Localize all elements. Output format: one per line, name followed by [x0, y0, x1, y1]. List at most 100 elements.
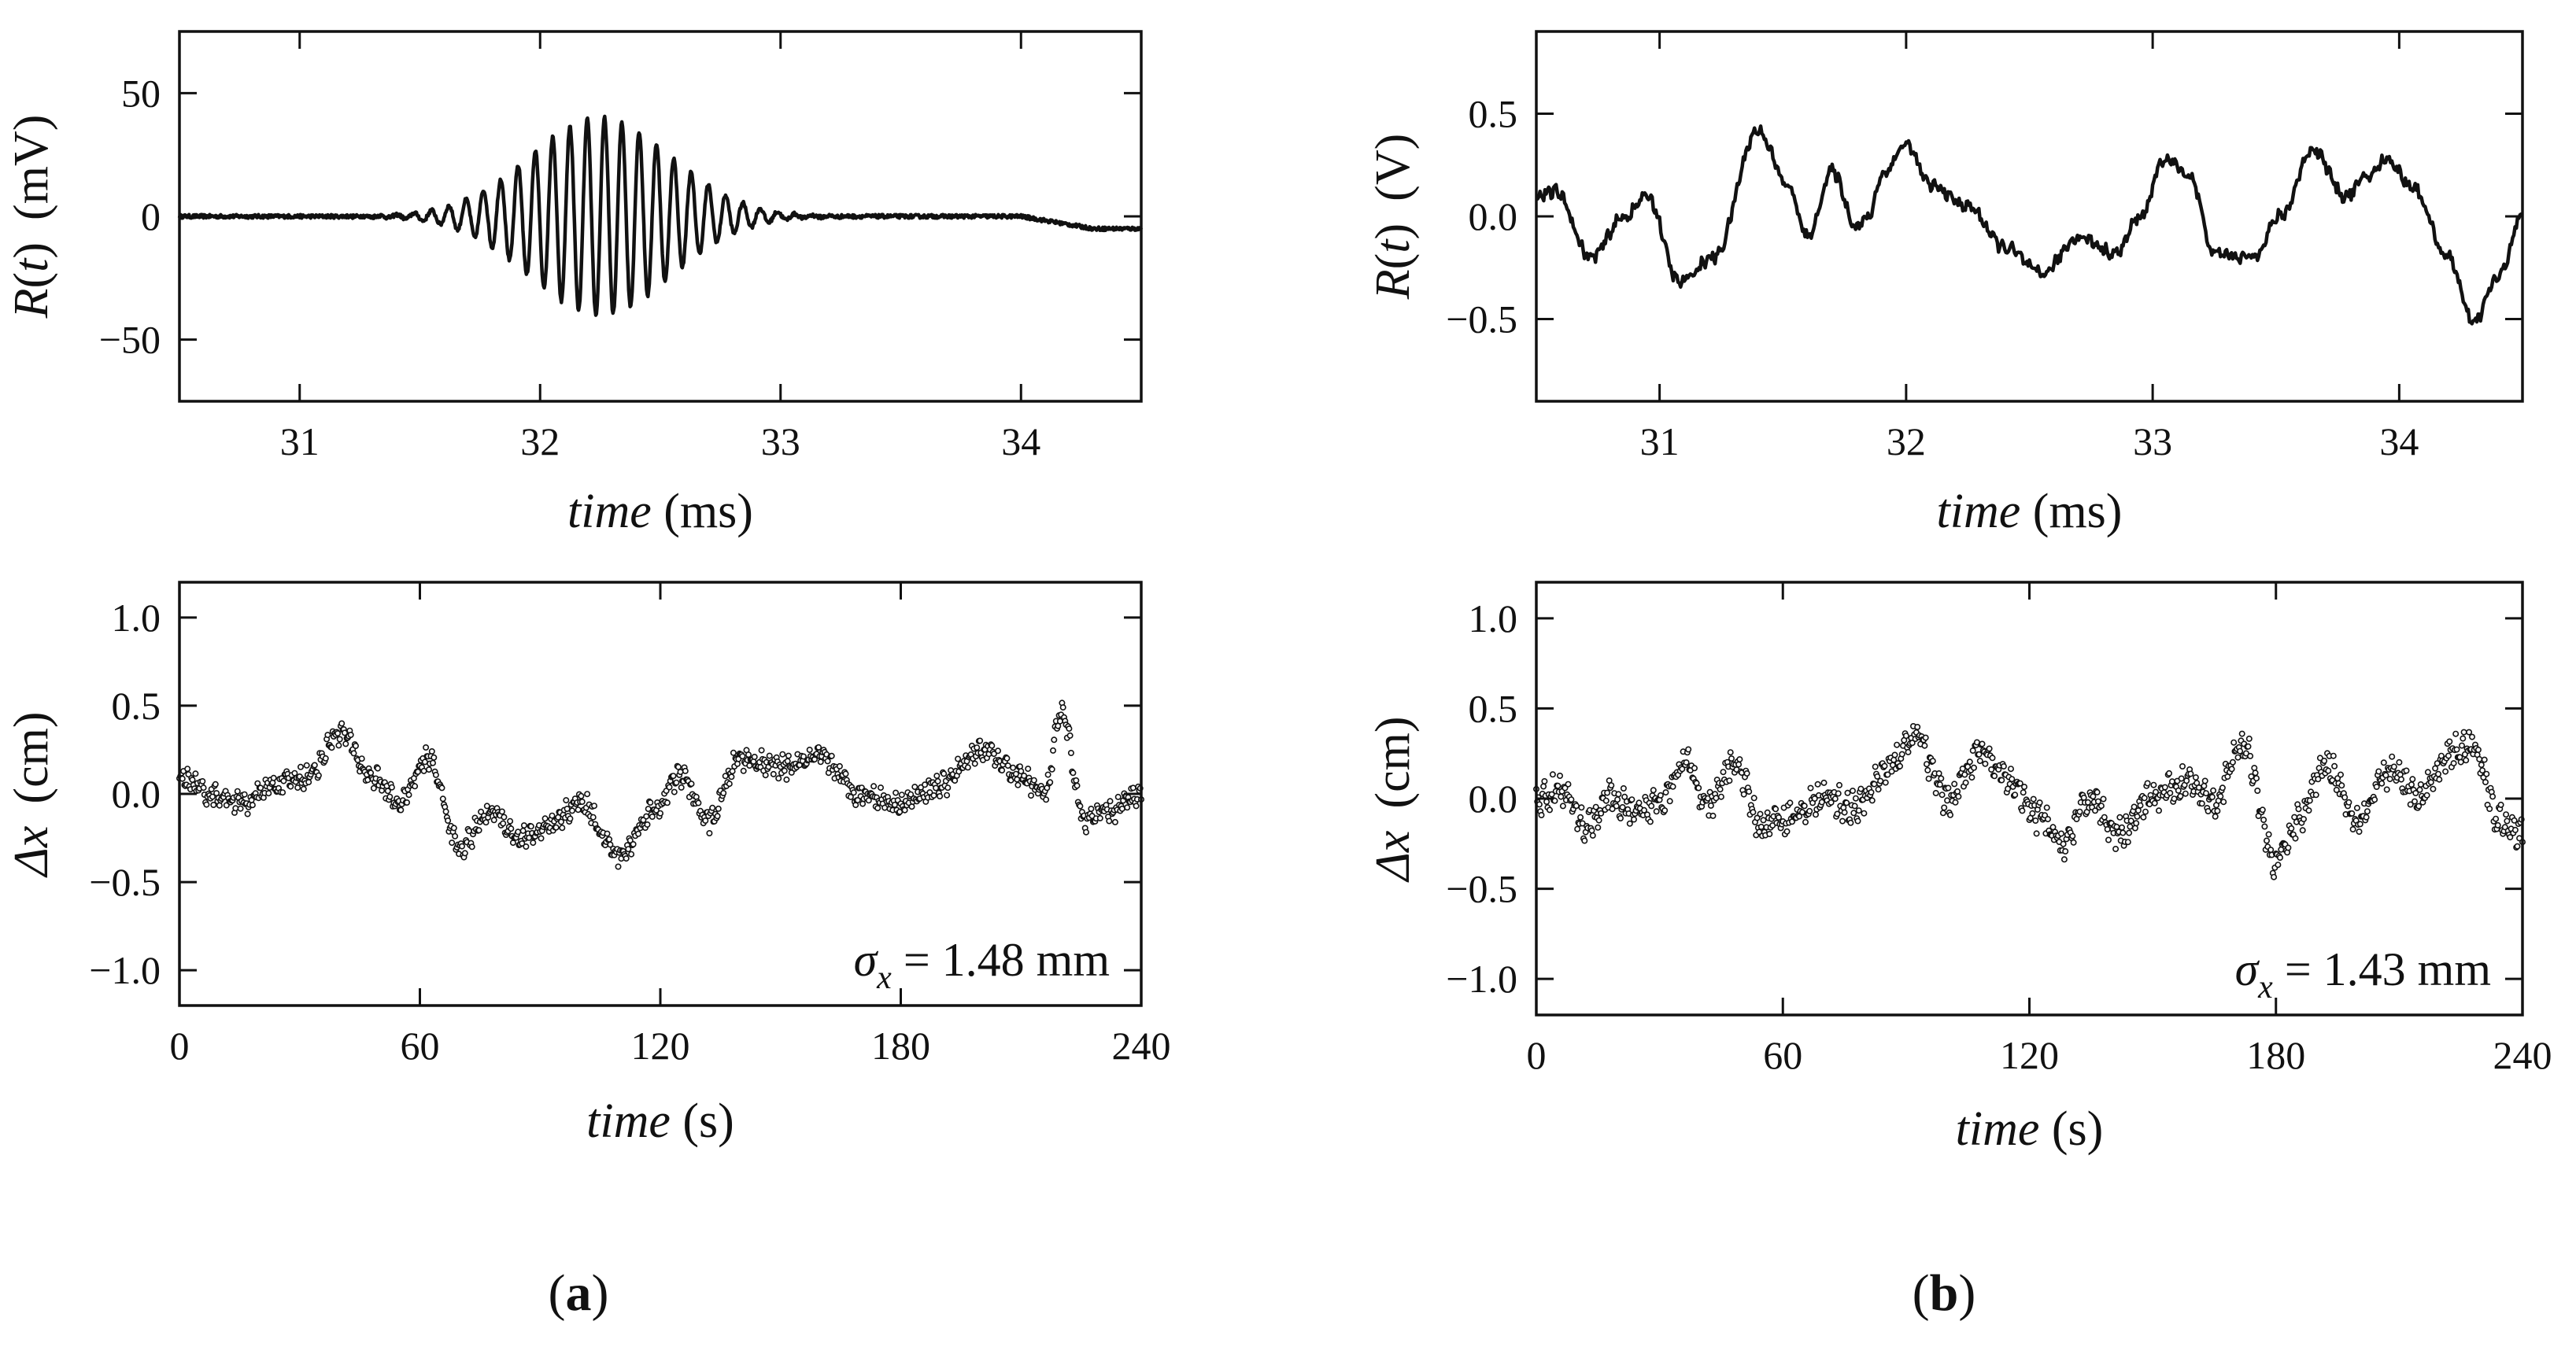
data-point: [279, 789, 286, 796]
data-point: [1615, 791, 1622, 798]
data-point: [2380, 759, 2387, 766]
data-point: [2253, 775, 2260, 782]
data-point: [519, 827, 527, 834]
data-point: [1574, 825, 1581, 832]
x-tick-label: 180: [871, 1024, 930, 1068]
data-point: [526, 834, 533, 841]
data-point: [1565, 781, 1572, 788]
data-point: [1077, 803, 1084, 810]
data-point: [2261, 823, 2268, 830]
data-point: [468, 843, 475, 851]
data-point: [192, 770, 199, 777]
data-point: [386, 793, 394, 800]
data-point: [2469, 733, 2476, 740]
data-point: [450, 825, 457, 832]
data-point: [352, 742, 359, 749]
data-point: [1650, 787, 1657, 794]
data-point: [1894, 741, 1901, 748]
data-point: [2265, 831, 2272, 838]
data-point: [944, 784, 952, 792]
data-point: [2331, 762, 2338, 769]
data-point: [2167, 789, 2174, 796]
data-point: [2245, 743, 2252, 750]
data-point: [1961, 771, 1968, 778]
data-point: [405, 792, 412, 799]
data-point: [1059, 704, 1066, 711]
data-point: [2141, 795, 2148, 802]
data-point: [709, 804, 716, 811]
data-point: [874, 805, 881, 812]
data-point: [1118, 805, 1125, 812]
data-point: [2483, 770, 2490, 777]
data-point: [2489, 793, 2497, 800]
x-tick-label: 31: [1640, 419, 1680, 463]
data-point: [1669, 783, 1676, 790]
data-point: [428, 747, 435, 755]
data-point: [2058, 830, 2065, 837]
data-point: [2267, 847, 2275, 854]
data-point: [706, 830, 713, 837]
data-point: [2466, 729, 2473, 736]
data-point: [842, 770, 849, 777]
data-point: [1666, 798, 1673, 805]
data-point: [824, 758, 831, 765]
data-point: [1641, 806, 1648, 814]
data-point: [442, 808, 449, 815]
data-point: [2481, 756, 2488, 763]
data-point: [1802, 818, 1809, 825]
data-point: [2127, 817, 2134, 825]
data-point: [722, 773, 729, 780]
y-tick-label: −0.5: [1446, 297, 1517, 341]
data-point: [490, 817, 497, 824]
data-point: [934, 777, 941, 784]
y-tick-label: 0.5: [1469, 686, 1518, 730]
data-point: [746, 762, 753, 769]
data-point: [523, 843, 530, 851]
data-point: [2321, 757, 2328, 764]
data-point: [1801, 803, 1808, 810]
data-point: [210, 801, 217, 808]
data-point: [974, 744, 981, 751]
data-point: [1608, 782, 1615, 789]
y-tick-label: 0.0: [112, 772, 161, 816]
x-tick-label: 34: [1001, 419, 1040, 463]
data-point: [300, 785, 307, 792]
data-point: [1066, 725, 1073, 733]
data-point: [1628, 796, 1635, 803]
data-point: [881, 804, 889, 811]
data-point: [941, 770, 948, 777]
data-point: [530, 840, 537, 847]
data-point: [347, 731, 354, 738]
data-point: [2409, 776, 2416, 783]
data-point: [2432, 765, 2439, 772]
data-point: [1938, 775, 1945, 782]
data-point: [584, 791, 591, 798]
data-point: [1986, 745, 1993, 752]
data-point: [1831, 795, 1839, 803]
data-point: [2220, 799, 2227, 806]
data-point: [1568, 796, 1575, 803]
data-point: [1540, 783, 1547, 790]
data-point: [1872, 763, 1879, 770]
data-point: [999, 767, 1006, 774]
data-point: [482, 819, 490, 826]
data-point: [2208, 793, 2216, 800]
data-point: [538, 835, 545, 842]
data-point: [2036, 799, 2043, 806]
b_top-plot-frame: [1535, 30, 2524, 403]
data-point: [1979, 740, 1986, 747]
y-tick-label: 0.0: [1469, 194, 1518, 238]
data-point: [237, 805, 244, 812]
data-point: [870, 783, 878, 790]
data-point: [644, 821, 651, 828]
data-point: [2292, 835, 2299, 842]
data-point: [305, 779, 312, 786]
b_bottom-series-points: [1533, 722, 2526, 880]
data-point: [682, 767, 689, 774]
data-point: [2084, 799, 2091, 806]
data-point: [1736, 756, 1743, 763]
data-point: [677, 769, 684, 776]
data-point: [1581, 837, 1588, 844]
data-point: [2493, 815, 2500, 822]
data-point: [1914, 723, 1921, 730]
